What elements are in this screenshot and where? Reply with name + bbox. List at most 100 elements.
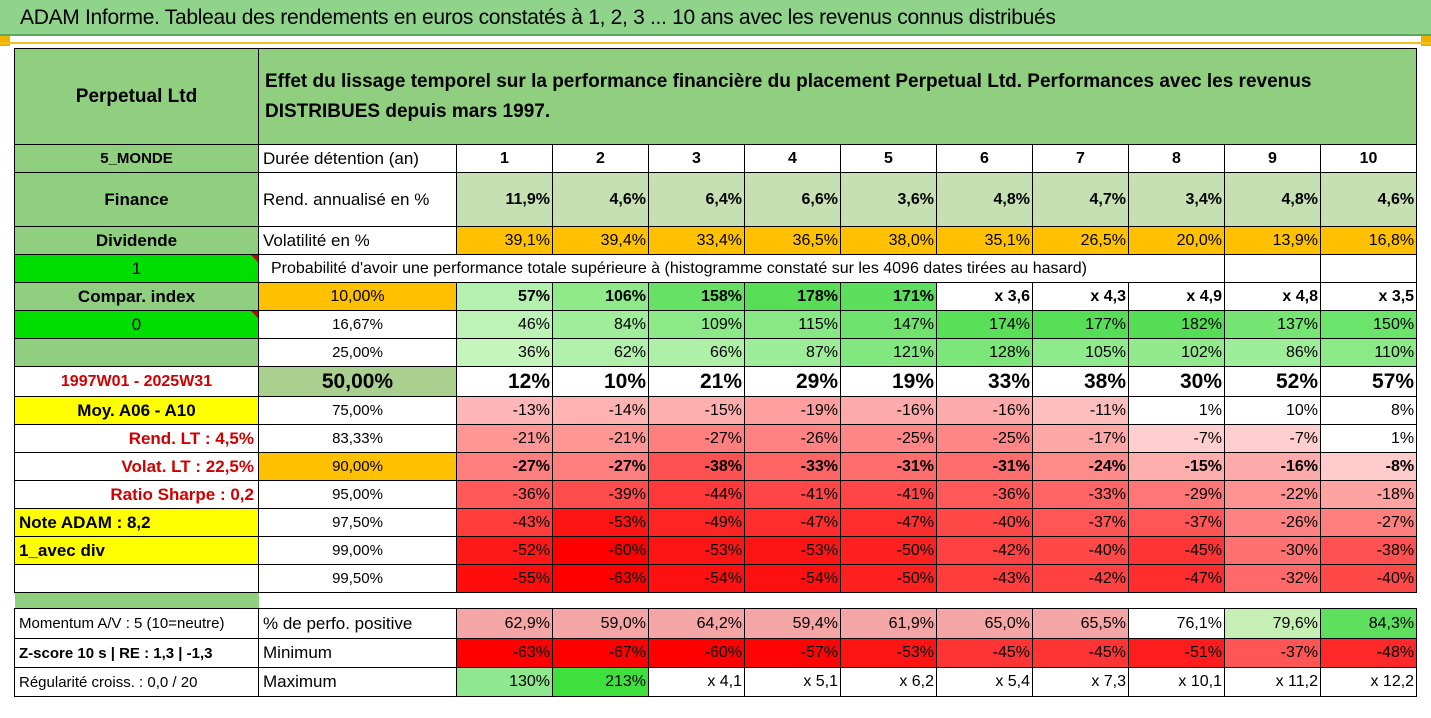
value-cell: -43% [456,508,553,537]
value-cell: -37% [1032,508,1129,537]
value-cell: 6,6% [744,172,841,227]
value-cell: -16% [840,396,937,425]
row-left-label: Note ADAM : 8,2 [14,508,259,537]
value-cell: -63% [456,638,553,668]
value-cell: 36% [456,338,553,367]
value-cell: 130% [456,667,553,697]
value-cell: x 6,2 [840,667,937,697]
value-cell: -32% [1224,564,1321,593]
row-label: 95,00% [258,480,457,509]
table-row: 0 16,67% 46% 84% 109% 115% 147% 174% 177% 182% 137… [14,310,1418,339]
value-cell: 171% [840,282,937,311]
value-cell: 102% [1128,338,1225,367]
row-left-label: 5_MONDE [14,144,259,173]
table-row: Régularité croiss. : 0,0 / 20 Maximum 130%… [14,667,1418,697]
row-label: Volatilité en % [258,226,457,255]
value-cell: -45% [936,638,1033,668]
marker-line [0,42,1431,44]
value-cell: -7% [1224,424,1321,453]
row-left-label: Volat. LT : 22,5% [14,452,259,481]
value-cell: 10 [1319,144,1418,173]
row-left-label: Régularité croiss. : 0,0 / 20 [14,667,259,697]
value-cell: 9 [1224,144,1321,173]
value-cell: 110% [1319,338,1418,367]
value-cell: x 5,4 [936,667,1033,697]
row-left-label: Rend. LT : 4,5% [14,424,259,453]
value-cell: 57% [1319,366,1418,397]
value-cell: 106% [552,282,649,311]
value-cell: 62% [552,338,649,367]
value-cell: 150% [1319,310,1418,339]
empty-cell [1319,254,1418,283]
value-cell: -47% [840,508,937,537]
value-cell: 19% [840,366,937,397]
table-row: Moy. A06 - A10 75,00% -13% -14% -15% -19% -16%… [14,396,1418,425]
value-cell: 1 [456,144,553,173]
value-cell: -54% [744,564,841,593]
value-cell: x 7,3 [1032,667,1129,697]
value-cell: -63% [552,564,649,593]
performance-table: Perpetual Ltd Effet du lissage temporel … [14,48,1418,697]
title-bar: ADAM Informe. Tableau des rendements en … [0,0,1431,36]
value-cell: -42% [1032,564,1129,593]
value-cell: -40% [1032,536,1129,565]
value-cell: x 10,1 [1128,667,1225,697]
table-row: Compar. index 10,00% 57% 106% 158% 178% 171% x … [14,282,1418,311]
row-label: 99,00% [258,536,457,565]
table-row: 99,50% -55% -63% -54% -54% -50% -43% -42% -47% -3… [14,564,1418,593]
value-cell: -11% [1032,396,1129,425]
value-cell: -26% [1224,508,1321,537]
value-cell: 178% [744,282,841,311]
table-row: 5_MONDE Durée détention (an) 1 2 3 4 5 6 7 8 9 10 [14,144,1418,173]
row-label: 50,00% [258,366,457,397]
row-label: Durée détention (an) [258,144,457,173]
value-cell: -15% [1128,452,1225,481]
value-cell: -54% [648,564,745,593]
value-cell: 12% [456,366,553,397]
row-label: 10,00% [258,282,457,311]
value-cell: 158% [648,282,745,311]
value-cell: x 4,8 [1224,282,1321,311]
value-cell: 21% [648,366,745,397]
value-cell: 84% [552,310,649,339]
value-cell: 61,9% [840,608,937,639]
row-left-label [14,564,259,593]
value-cell: 13,9% [1224,226,1321,255]
right-marker [1421,36,1431,46]
value-cell: -57% [744,638,841,668]
value-cell: 16,8% [1319,226,1418,255]
value-cell: 29% [744,366,841,397]
value-cell: 4,7% [1032,172,1129,227]
value-cell: -50% [840,564,937,593]
value-cell: 66% [648,338,745,367]
row-label: Minimum [258,638,457,668]
value-cell: -44% [648,480,745,509]
table-row: 1997W01 - 2025W31 50,00% 12% 10% 21% 29% 19% 33… [14,366,1418,397]
value-cell: -39% [552,480,649,509]
value-cell: 36,5% [744,226,841,255]
value-cell: 52% [1224,366,1321,397]
value-cell: -18% [1319,480,1418,509]
value-cell: -60% [552,536,649,565]
value-cell: x 3,6 [936,282,1033,311]
value-cell: 5 [840,144,937,173]
value-cell: -38% [648,452,745,481]
table-description: Effet du lissage temporel sur la perform… [257,48,1418,145]
value-cell: 105% [1032,338,1129,367]
value-cell: 39,1% [456,226,553,255]
value-cell: -42% [936,536,1033,565]
row-label: 75,00% [258,396,457,425]
value-cell: 38% [1032,366,1129,397]
value-cell: -40% [936,508,1033,537]
value-cell: -47% [744,508,841,537]
table-row: Note ADAM : 8,2 97,50% -43% -53% -49% -47% -47… [14,508,1418,537]
value-cell: 4,6% [552,172,649,227]
value-cell: 8 [1128,144,1225,173]
value-cell: -53% [744,536,841,565]
value-cell: 39,4% [552,226,649,255]
value-cell: 6,4% [648,172,745,227]
value-cell: 11,9% [456,172,553,227]
value-cell: 128% [936,338,1033,367]
value-cell: 1% [1128,396,1225,425]
value-cell: -45% [1032,638,1129,668]
